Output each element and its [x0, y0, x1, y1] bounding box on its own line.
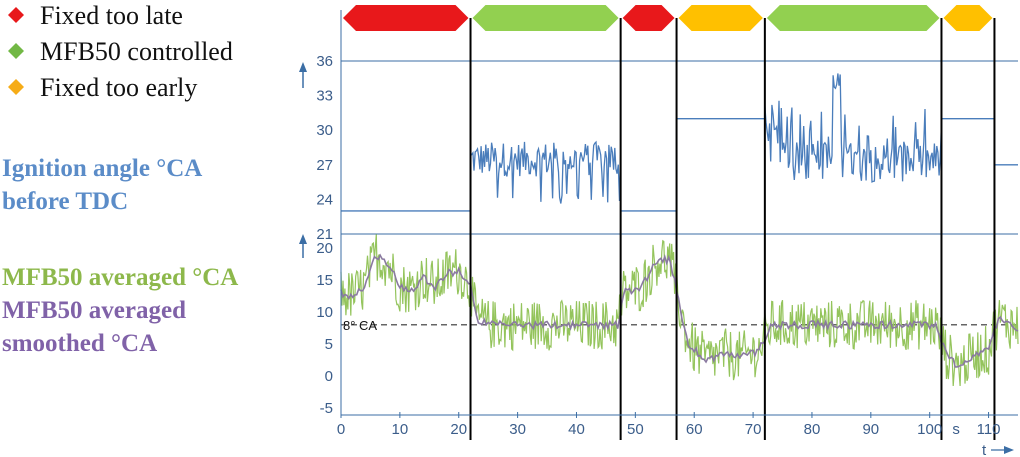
x-tick-label-3: 30	[509, 421, 526, 438]
y-axis-labels: Ignition angle °CA before TDC MFB50 averag…	[2, 155, 238, 357]
axes: 0 10 20 30 40 50 60 70 80 90 100 110 s t	[337, 10, 1018, 457]
ignition-controlled-line-1	[764, 73, 943, 183]
top-ytick-4: 24	[316, 191, 333, 208]
mfb50-label-1: MFB50 averaged	[2, 297, 186, 324]
legend: Fixed too late MFB50 controlled Fixed too …	[8, 1, 233, 102]
legend-diamond-1	[8, 43, 24, 59]
x-tick-label-1: 10	[392, 421, 409, 438]
legend-label-0: Fixed too late	[40, 1, 183, 30]
x-unit-label: s	[952, 421, 960, 438]
mfb50-averaged-line	[340, 234, 1019, 387]
x-tick-label-11: 110	[977, 421, 1001, 438]
x-tick-label-0: 0	[337, 421, 345, 438]
phase-late-2	[622, 5, 675, 31]
phase-early-5	[943, 5, 993, 31]
bottom-axis-arrowhead	[299, 234, 307, 244]
legend-diamond-2	[8, 79, 24, 95]
bottom-ytick-5: -5	[320, 400, 333, 417]
x-tick-label-4: 40	[568, 421, 585, 438]
bottom-ytick-3: 5	[325, 336, 333, 353]
top-ytick-2: 30	[316, 122, 333, 139]
data-series: 8° CA	[340, 73, 1019, 387]
top-ytick-5: 21	[316, 226, 333, 243]
top-ytick-3: 27	[316, 157, 333, 174]
top-axis-arrowhead	[299, 62, 307, 72]
ignition-controlled-line-0	[470, 140, 622, 204]
x-tick-label-8: 80	[804, 421, 821, 438]
x-axis-label: t	[982, 442, 987, 457]
bottom-ytick-4: 0	[325, 368, 333, 385]
legend-diamond-0	[8, 7, 24, 23]
mfb50-smoothed-line	[340, 253, 1019, 368]
segment-boundaries	[469, 18, 996, 440]
x-tick-label-5: 50	[627, 421, 644, 438]
bottom-ytick-1: 15	[316, 272, 333, 289]
bottom-ytick-0: 20	[316, 240, 333, 257]
x-axis-arrowhead	[1004, 446, 1014, 454]
bottom-ytick-2: 10	[316, 304, 333, 321]
phase-controlled-1	[472, 5, 619, 31]
legend-label-1: MFB50 controlled	[40, 37, 233, 66]
x-tick-label-6: 60	[686, 421, 703, 438]
ignition-angle-label-1: before TDC	[2, 188, 128, 215]
ignition-fixed-line	[341, 117, 1018, 212]
mfb50-label-2: smoothed °CA	[2, 330, 157, 357]
top-ytick-0: 36	[316, 53, 333, 70]
top-ytick-1: 33	[316, 88, 333, 105]
legend-label-2: Fixed too early	[40, 73, 197, 102]
phase-controlled-4	[766, 5, 940, 31]
ignition-angle-label-0: Ignition angle °CA	[2, 155, 202, 182]
x-tick-label-2: 20	[450, 421, 467, 438]
x-tick-label-10: 100	[917, 421, 942, 438]
x-tick-label-7: 70	[745, 421, 762, 438]
reference-line-label: 8° CA	[343, 318, 377, 333]
phase-bar	[343, 5, 993, 31]
mfb50-label-0: MFB50 averaged °CA	[2, 264, 238, 291]
phase-late-0	[343, 5, 469, 31]
x-tick-label-9: 90	[862, 421, 879, 438]
phase-early-3	[678, 5, 763, 31]
